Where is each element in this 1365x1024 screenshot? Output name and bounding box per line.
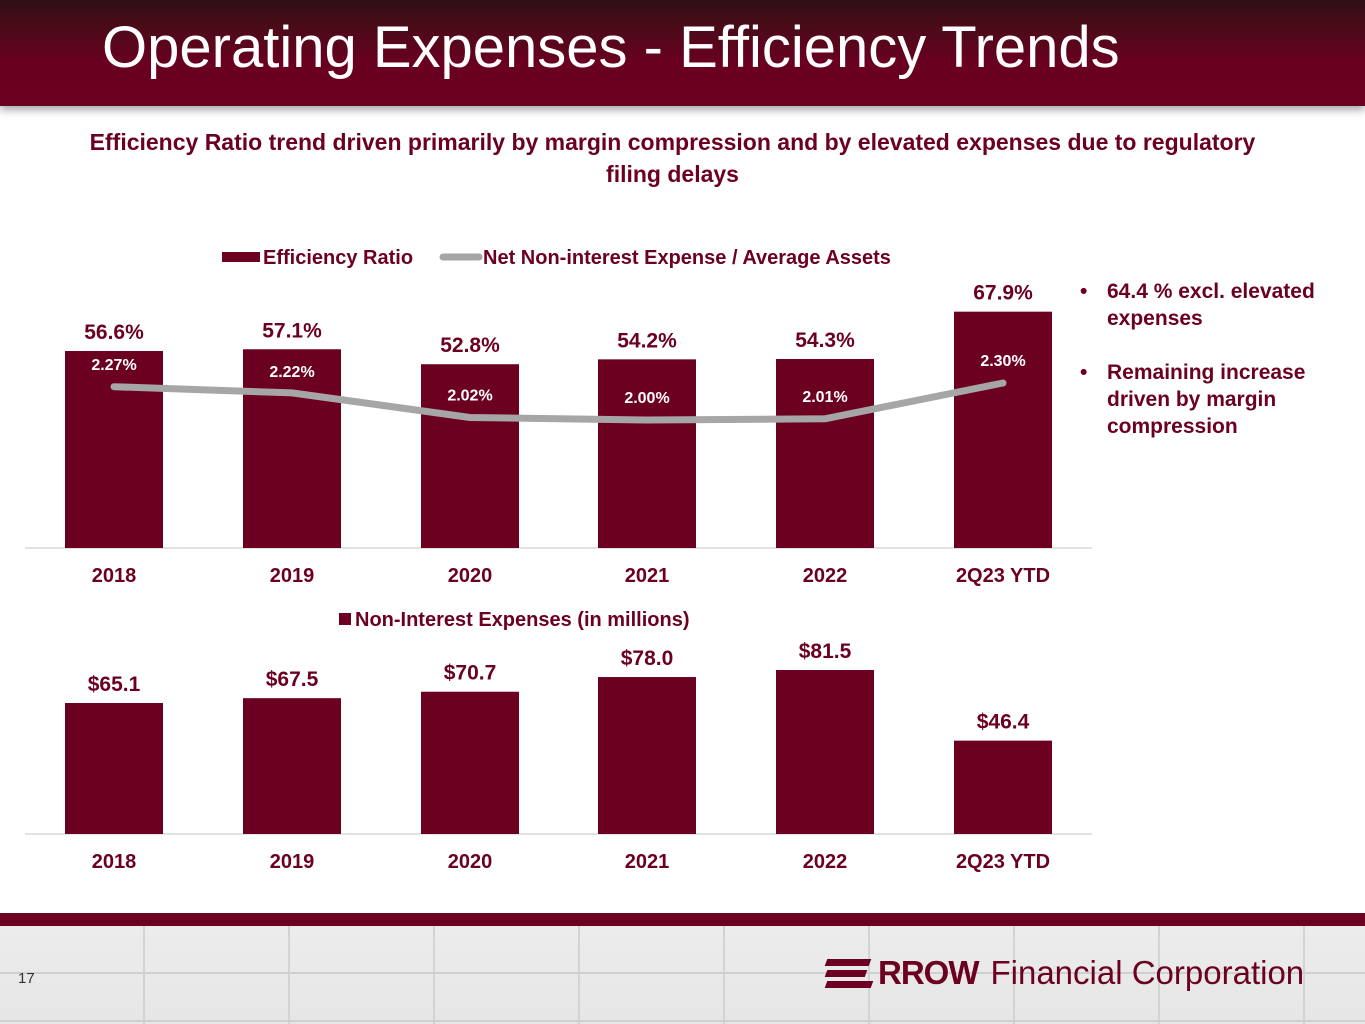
logo-wordmark: Financial Corporation xyxy=(990,954,1305,991)
bar-data-label: $81.5 xyxy=(799,640,852,663)
bullet-text: 64.4 % excl. elevated expenses xyxy=(1107,280,1315,330)
efficiency-ratio-chart: Efficiency Ratio Net Non-interest Expense… xyxy=(25,247,1092,587)
bar-efficiency-ratio xyxy=(598,359,696,548)
line-data-label: 2.01% xyxy=(802,389,847,406)
non-interest-expenses-chart: Non-Interest Expenses (in millions) $65.1… xyxy=(25,609,1092,873)
bar-data-label: $65.1 xyxy=(88,673,141,696)
x-tick-label: 2Q23 YTD xyxy=(956,565,1050,587)
x-tick-label: 2022 xyxy=(803,565,848,587)
legend-label-efficiency-ratio: Efficiency Ratio xyxy=(263,247,413,269)
title-banner: Operating Expenses - Efficiency Trends xyxy=(0,0,1365,106)
bar-non-interest-expenses xyxy=(954,740,1052,834)
bar-non-interest-expenses xyxy=(421,691,519,834)
line-data-label: 2.30% xyxy=(980,353,1025,370)
bar-efficiency-ratio xyxy=(776,359,874,548)
bullet-list: • 64.4 % excl. elevated expenses • Remai… xyxy=(1080,278,1350,467)
footer-band xyxy=(0,913,1365,926)
bar-data-label: $67.5 xyxy=(266,668,319,691)
bar-non-interest-expenses xyxy=(598,677,696,834)
line-data-label: 2.27% xyxy=(91,357,136,374)
legend-label-net-nie: Net Non-interest Expense / Average Asset… xyxy=(483,247,891,269)
footer-brick-background xyxy=(0,926,1365,1024)
bar-data-label: 56.6% xyxy=(84,321,144,344)
bullet-text: Remaining increase driven by margin comp… xyxy=(1107,361,1306,438)
bullet-item: • 64.4 % excl. elevated expenses xyxy=(1080,278,1350,332)
logo-wordmark-bold: RROW xyxy=(878,954,979,991)
line-data-label: 2.02% xyxy=(447,388,492,405)
x-tick-label: 2019 xyxy=(270,565,315,587)
x-tick-label: 2021 xyxy=(625,851,670,873)
company-logo: RROW Financial Corporation xyxy=(824,953,1305,993)
bullet-glyph: • xyxy=(1080,280,1088,303)
x-tick-label: 2018 xyxy=(92,565,137,587)
x-tick-label: 2021 xyxy=(625,565,670,587)
x-tick-label: 2Q23 YTD xyxy=(956,851,1050,873)
bullet-glyph: • xyxy=(1080,361,1088,384)
x-tick-label: 2018 xyxy=(92,851,137,873)
bar-non-interest-expenses xyxy=(65,703,163,834)
x-tick-label: 2020 xyxy=(448,851,493,873)
slide-subtitle: Efficiency Ratio trend driven primarily … xyxy=(89,129,1256,187)
bar-efficiency-ratio xyxy=(243,349,341,548)
bar-data-label: 57.1% xyxy=(262,319,322,342)
bullet-item: • Remaining increase driven by margin co… xyxy=(1080,359,1350,440)
logo-arrow-icon xyxy=(824,955,876,991)
x-tick-label: 2020 xyxy=(448,565,493,587)
bar-data-label: $78.0 xyxy=(621,647,674,670)
legend-swatch-non-interest-expenses xyxy=(339,613,351,625)
bar-data-label: $46.4 xyxy=(977,711,1030,734)
bar-non-interest-expenses xyxy=(776,670,874,834)
bar-efficiency-ratio xyxy=(421,364,519,548)
page-number: 17 xyxy=(18,970,35,987)
x-tick-label: 2022 xyxy=(803,851,848,873)
bar-efficiency-ratio xyxy=(954,311,1052,548)
line-net-nie-avg-assets xyxy=(110,379,1007,424)
x-tick-label: 2019 xyxy=(270,851,315,873)
line-data-label: 2.22% xyxy=(269,364,314,381)
slide-title: Operating Expenses - Efficiency Trends xyxy=(102,15,1120,80)
bar-data-label: 54.3% xyxy=(795,329,855,352)
bar-data-label: 67.9% xyxy=(973,282,1033,305)
bar-data-label: $70.7 xyxy=(444,662,497,685)
line-data-label: 2.00% xyxy=(624,390,669,407)
bar-data-label: 54.2% xyxy=(617,329,677,352)
bar-data-label: 52.8% xyxy=(440,334,500,357)
legend-label-non-interest-expenses: Non-Interest Expenses (in millions) xyxy=(355,609,690,631)
bar-non-interest-expenses xyxy=(243,698,341,834)
legend-swatch-efficiency-ratio xyxy=(222,252,260,262)
